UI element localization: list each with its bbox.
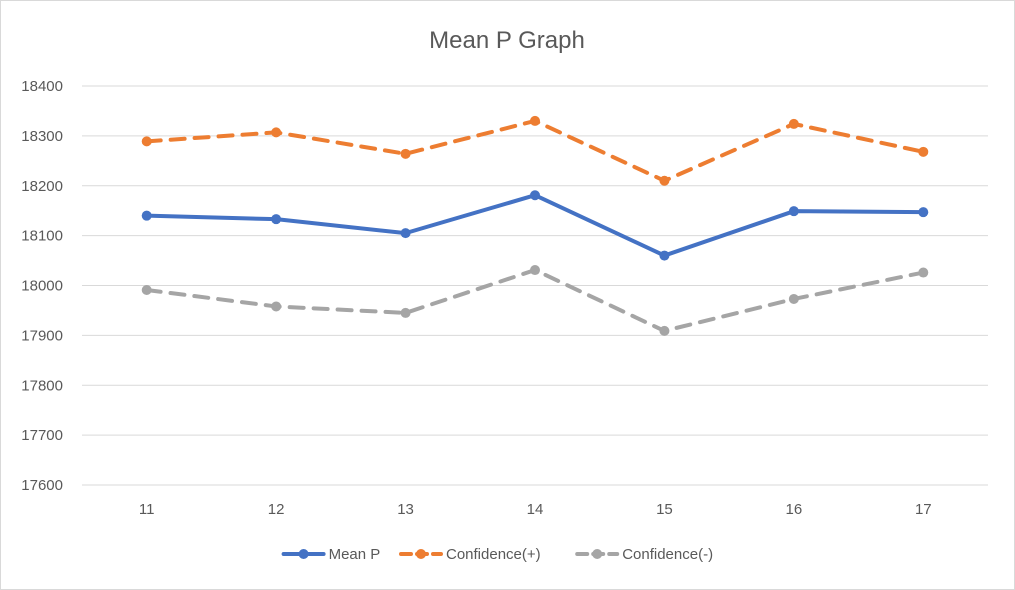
data-point[interactable] — [530, 115, 540, 126]
x-tick-label: 15 — [656, 501, 673, 518]
series-0 — [141, 190, 929, 261]
legend-swatch-marker — [592, 549, 603, 559]
gridlines — [82, 85, 988, 486]
data-point[interactable] — [271, 214, 282, 225]
y-tick-label: 17700 — [21, 427, 63, 444]
data-point[interactable] — [141, 210, 152, 221]
y-tick-label: 17600 — [21, 477, 63, 494]
y-tick-label: 18000 — [21, 278, 63, 295]
data-point[interactable] — [788, 293, 799, 304]
series-line — [144, 193, 926, 258]
x-axis-ticks: 11 12 13 14 15 16 17 — [139, 501, 932, 518]
x-tick-label: 12 — [268, 501, 285, 518]
y-tick-label: 18200 — [21, 178, 63, 195]
data-point[interactable] — [400, 307, 411, 318]
legend-label: Mean P — [329, 546, 381, 563]
data-point[interactable] — [400, 148, 411, 159]
data-point[interactable] — [659, 325, 670, 336]
legend-item[interactable]: Confidence(-) — [575, 546, 713, 563]
series-2 — [141, 265, 929, 336]
legend-label: Confidence(-) — [622, 546, 713, 563]
data-point[interactable] — [918, 267, 929, 278]
data-point[interactable] — [530, 265, 540, 276]
data-point[interactable] — [659, 175, 670, 186]
data-point[interactable] — [400, 228, 411, 239]
legend: Mean P Confidence(+) Confidence(-) — [281, 546, 713, 563]
x-tick-label: 13 — [397, 501, 414, 518]
legend-label: Confidence(+) — [446, 546, 541, 563]
x-tick-label: 16 — [786, 501, 803, 518]
legend-item[interactable]: Mean P — [281, 546, 381, 563]
data-point[interactable] — [271, 301, 282, 312]
series-group — [141, 115, 929, 336]
legend-item[interactable]: Confidence(+) — [399, 546, 541, 563]
y-axis-ticks: 17600 17700 17800 17900 18000 18100 18200 18300… — [21, 78, 63, 494]
y-tick-label: 17900 — [21, 327, 63, 344]
chart-title: Mean P Graph — [429, 27, 585, 54]
series-line — [144, 268, 926, 333]
y-tick-label: 18400 — [21, 78, 63, 95]
x-tick-label: 11 — [139, 501, 155, 518]
series-line — [144, 118, 926, 183]
x-tick-label: 17 — [915, 501, 932, 518]
data-point[interactable] — [271, 127, 282, 138]
y-tick-label: 18300 — [21, 128, 63, 145]
data-point[interactable] — [659, 250, 670, 261]
data-point[interactable] — [530, 190, 540, 201]
data-point[interactable] — [918, 146, 929, 157]
data-point[interactable] — [788, 206, 799, 217]
legend-swatch-marker — [298, 549, 309, 559]
legend-swatch-marker — [416, 549, 426, 559]
series-1 — [141, 115, 929, 186]
data-point[interactable] — [141, 284, 152, 295]
data-point[interactable] — [918, 207, 929, 218]
y-tick-label: 18100 — [21, 228, 63, 245]
data-point[interactable] — [141, 136, 152, 147]
y-tick-label: 17800 — [21, 377, 63, 394]
x-tick-label: 14 — [527, 501, 544, 518]
data-point[interactable] — [788, 118, 799, 129]
